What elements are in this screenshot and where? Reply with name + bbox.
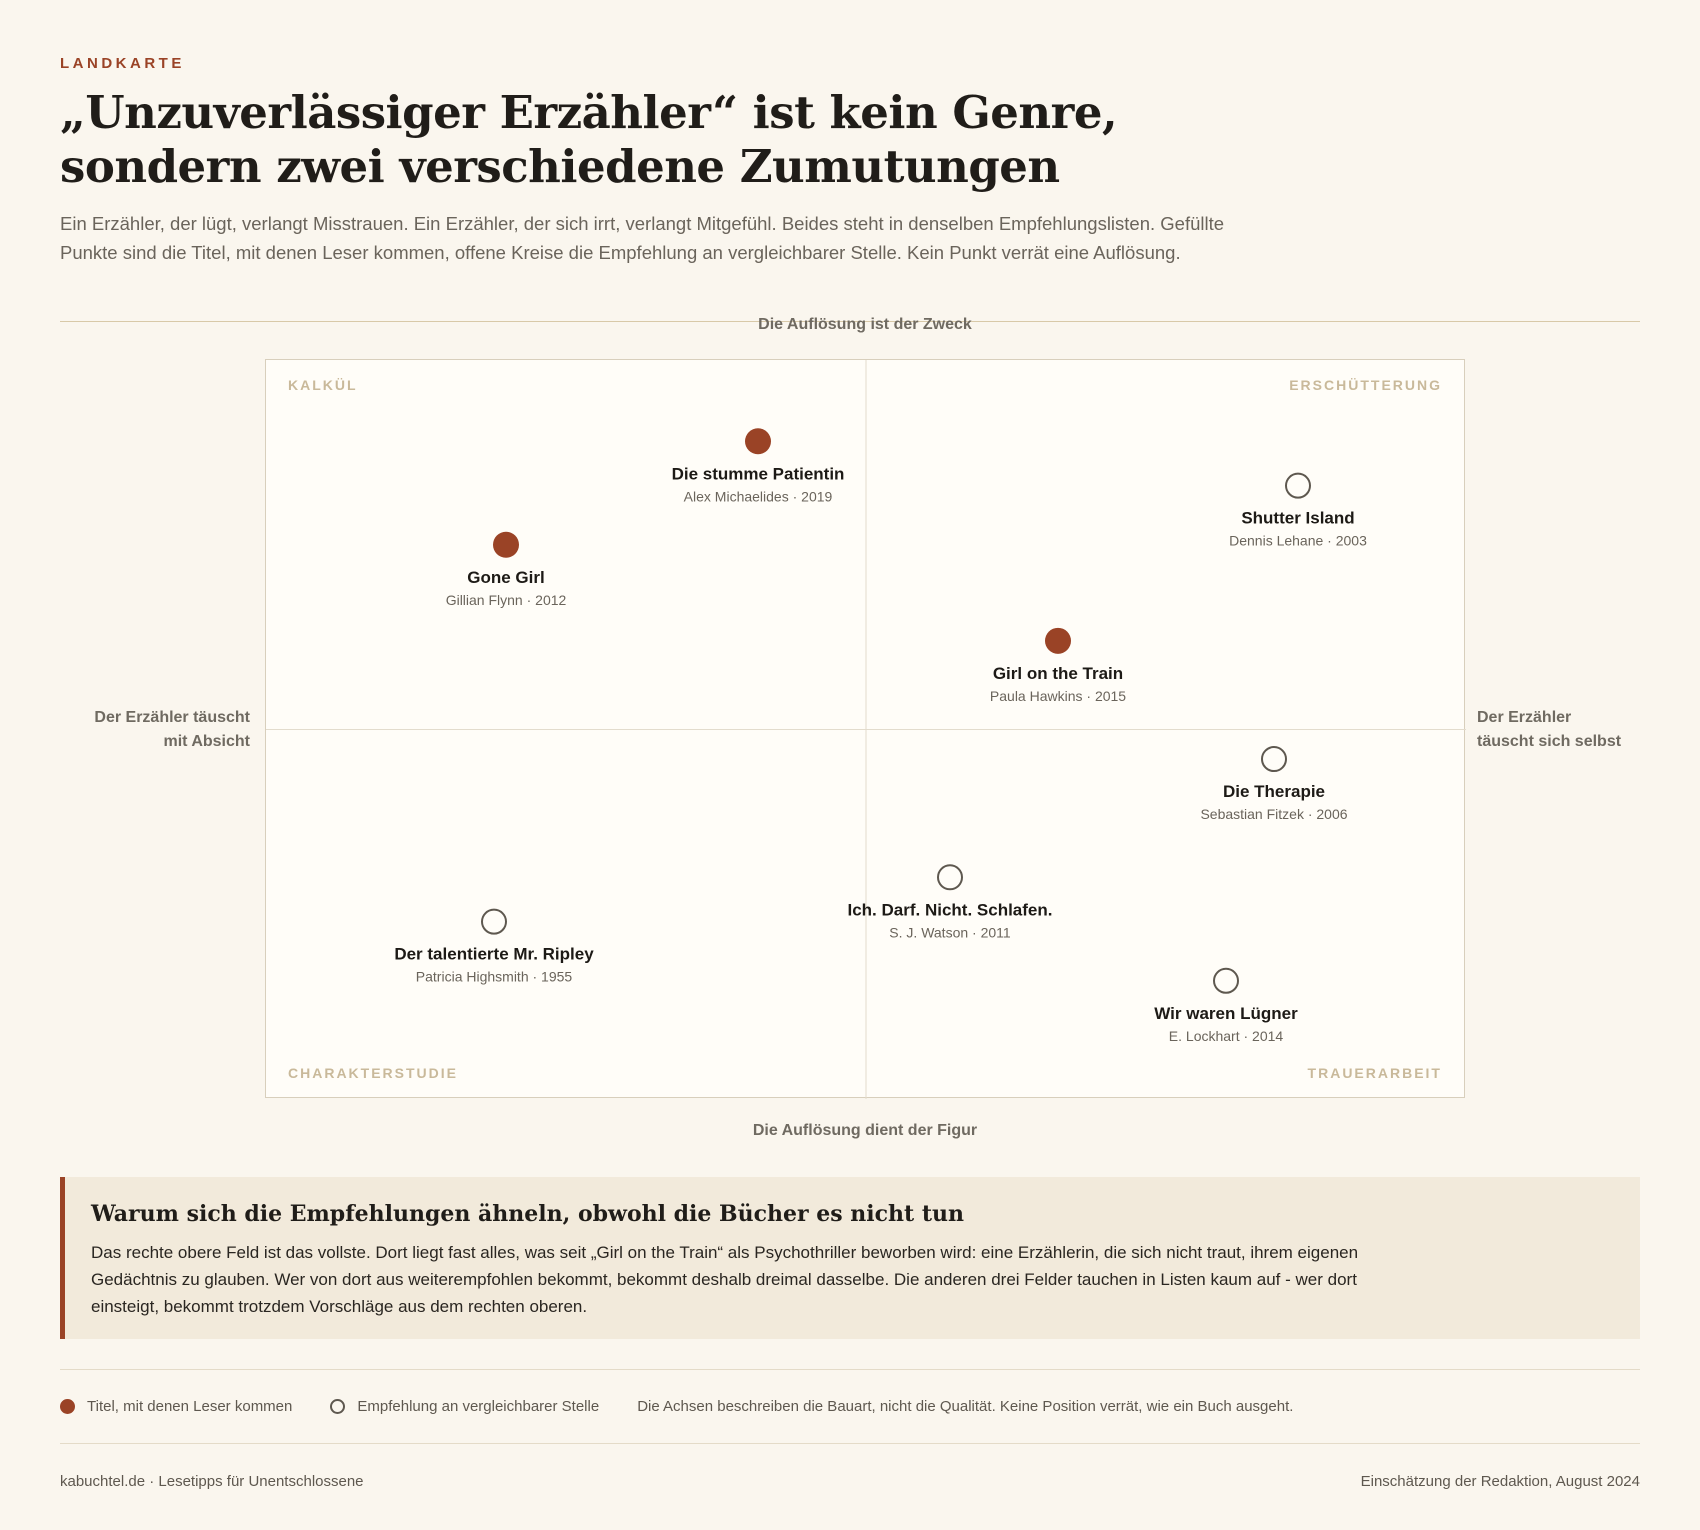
open-circle-marker <box>481 908 507 935</box>
axis-label-left: Der Erzähler täuscht mit Absicht <box>60 706 250 754</box>
quadrant-plot: Die stumme Patientin Alex Michaelides · 2… <box>265 359 1466 1099</box>
legend-note-text: Die Achsen beschreiben die Bauart, nicht… <box>637 1398 1294 1415</box>
point-title: Wir waren Lügner <box>1154 1004 1298 1023</box>
axis-label-left-line2: mit Absicht <box>163 733 250 750</box>
data-point: Girl on the Train Paula Hawkins · 2015 <box>990 627 1126 704</box>
data-point: Der talentierte Mr. Ripley Patricia Highs… <box>394 908 594 985</box>
data-point: Die stumme Patientin Alex Michaelides · 2… <box>672 428 845 504</box>
point-title: Die Therapie <box>1223 782 1325 801</box>
open-circle-marker <box>1285 472 1311 499</box>
plot-svg: Die stumme Patientin Alex Michaelides · 2… <box>266 360 1466 1099</box>
legend-label-filled: Titel, mit denen Leser kommen <box>87 1398 293 1415</box>
open-circle-marker <box>937 864 963 891</box>
point-title: Girl on the Train <box>993 664 1123 683</box>
axis-label-top: Die Auflösung ist der Zweck <box>758 316 972 333</box>
legend-label-open: Empfehlung an vergleichbarer Stelle <box>357 1398 600 1415</box>
axis-label-right-line1: Der Erzähler <box>1477 709 1572 726</box>
filled-dot-marker <box>493 531 519 558</box>
filled-dot-marker <box>745 428 771 455</box>
callout-box: Warum sich die Empfehlungen ähneln, obwo… <box>60 1177 1640 1339</box>
axis-label-right-line2: täuscht sich selbst <box>1477 733 1622 750</box>
open-circle-marker <box>1261 746 1287 773</box>
point-meta: Alex Michaelides · 2019 <box>684 488 833 504</box>
point-title: Die stumme Patientin <box>672 464 845 483</box>
quadrant-label-bottom-right: TRAUERARBEIT <box>1307 1065 1442 1081</box>
axis-label-bottom: Die Auflösung dient der Figur <box>752 1122 978 1139</box>
point-title: Der talentierte Mr. Ripley <box>394 945 594 964</box>
point-title: Shutter Island <box>1241 509 1354 528</box>
footer-date: Einschätzung der Redaktion, August 2024 <box>1360 1473 1640 1490</box>
open-circle-icon <box>330 1399 346 1414</box>
kicker: LANDKARTE <box>60 55 185 72</box>
point-meta: Sebastian Fitzek · 2006 <box>1200 806 1347 822</box>
data-point: Wir waren Lügner E. Lockhart · 2014 <box>1154 967 1298 1044</box>
quadrant-label-bottom-left: CHARAKTERSTUDIE <box>288 1065 458 1081</box>
point-meta: Gillian Flynn · 2012 <box>446 592 567 608</box>
point-meta: Paula Hawkins · 2015 <box>990 688 1126 704</box>
data-point: Ich. Darf. Nicht. Schlafen. S. J. Watson … <box>848 864 1053 940</box>
callout-body: Das rechte obere Feld ist das vollste. D… <box>91 1243 1359 1316</box>
divider-footer <box>60 1443 1640 1444</box>
filled-dot-icon <box>60 1399 75 1414</box>
legend-note: Die Achsen beschreiben die Bauart, nicht… <box>637 1398 1293 1415</box>
legend-item-filled: Titel, mit denen Leser kommen <box>60 1398 292 1415</box>
data-point: Die Therapie Sebastian Fitzek · 2006 <box>1200 746 1348 822</box>
axis-label-left-line1: Der Erzähler täuscht <box>94 709 250 726</box>
legend-item-open: Empfehlung an vergleichbarer Stelle <box>330 1398 599 1415</box>
data-point: Shutter Island Dennis Lehane · 2003 <box>1229 472 1367 549</box>
intro-text: Ein Erzähler, der lügt, verlangt Misstra… <box>60 213 1225 263</box>
point-title: Gone Girl <box>467 568 544 587</box>
point-meta: S. J. Watson · 2011 <box>889 924 1011 940</box>
page-title: „Unzuverlässiger Erzähler“ ist kein Genr… <box>60 86 1160 194</box>
filled-dot-marker <box>1045 627 1071 654</box>
callout-heading: Warum sich die Empfehlungen ähneln, obwo… <box>91 1201 965 1227</box>
quadrant-label-top-left: KALKÜL <box>288 377 358 393</box>
data-point: Gone Girl Gillian Flynn · 2012 <box>446 531 567 608</box>
point-meta: Dennis Lehane · 2003 <box>1229 533 1367 549</box>
title-line-1: „Unzuverlässiger Erzähler“ ist kein Genr… <box>60 86 1118 139</box>
divider-legend-top <box>60 1369 1640 1370</box>
quadrant-label-top-right: ERSCHÜTTERUNG <box>1289 377 1442 393</box>
axis-label-right: Der Erzähler täuscht sich selbst <box>1477 706 1647 754</box>
open-circle-marker <box>1213 967 1239 994</box>
point-title: Ich. Darf. Nicht. Schlafen. <box>848 900 1053 919</box>
point-meta: E. Lockhart · 2014 <box>1169 1028 1284 1044</box>
title-line-2: sondern zwei verschiedene Zumutungen <box>60 140 1060 193</box>
divider-top <box>60 321 1640 322</box>
point-meta: Patricia Highsmith · 1955 <box>416 969 573 985</box>
legend: Titel, mit denen Leser kommen Empfehlung… <box>60 1398 1640 1415</box>
footer-source: kabuchtel.de · Lesetipps für Unentschlos… <box>60 1473 364 1490</box>
